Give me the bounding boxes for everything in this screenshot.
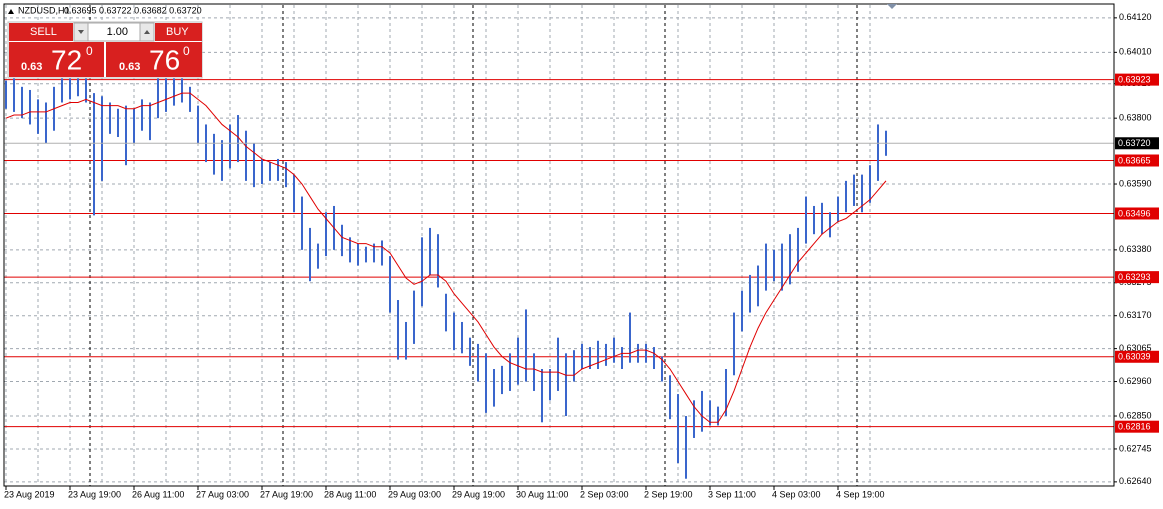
buy-button[interactable] <box>155 23 202 41</box>
x-tick-label: 2 Sep 19:00 <box>644 489 693 499</box>
x-tick-label: 27 Aug 19:00 <box>260 489 313 499</box>
level-label-bg <box>1115 350 1159 363</box>
buy-price-box[interactable] <box>106 42 202 77</box>
current-price-label: 0.63720 <box>1118 138 1151 148</box>
x-tick-label: 23 Aug 19:00 <box>68 489 121 499</box>
grid <box>4 5 1114 485</box>
level-label-bg <box>1115 73 1159 86</box>
buy-sup: 0 <box>183 44 190 58</box>
sell-label[interactable]: SELL <box>30 26 57 38</box>
x-tick-label: 27 Aug 03:00 <box>196 489 249 499</box>
buy-label[interactable]: BUY <box>166 26 189 38</box>
level-label: 0.63039 <box>1118 352 1151 362</box>
sell-sup: 0 <box>86 44 93 58</box>
axis: 0.641200.640100.639100.638000.635900.633… <box>4 12 1159 499</box>
y-tick-label: 0.62850 <box>1119 410 1152 420</box>
plot <box>4 68 1114 479</box>
level-label-bg <box>1115 271 1159 284</box>
level-label-bg <box>1115 154 1159 167</box>
level-label: 0.63293 <box>1118 272 1151 282</box>
moving-average <box>5 92 887 423</box>
x-tick-label: 28 Aug 11:00 <box>324 489 376 499</box>
trade-panel: SELL 1.00 BUY 0.63 72 0 0.63 76 0 <box>7 21 203 79</box>
sell-prefix: 0.63 <box>21 61 42 73</box>
x-tick-label: 30 Aug 11:00 <box>516 489 568 499</box>
level-label-bg <box>1115 207 1159 220</box>
x-tick-label: 23 Aug 2019 <box>4 489 55 499</box>
y-tick-label: 0.63380 <box>1119 244 1152 254</box>
x-tick-label: 3 Sep 11:00 <box>708 489 756 499</box>
buy-prefix: 0.63 <box>119 61 140 73</box>
lot-value[interactable]: 1.00 <box>107 26 128 38</box>
current-price-bg <box>1115 137 1159 150</box>
y-tick-label: 0.64120 <box>1119 12 1152 22</box>
sell-price-box[interactable] <box>9 42 104 77</box>
header-prices: 0.63695 0.63722 0.63682 0.63720 <box>64 5 202 15</box>
level-label-bg <box>1115 420 1159 433</box>
y-tick-label: 0.63170 <box>1119 310 1152 320</box>
y-tick-label: 0.63065 <box>1119 343 1152 353</box>
buy-big: 76 <box>149 44 180 75</box>
sell-button[interactable] <box>9 23 73 41</box>
y-tick-label: 0.62640 <box>1119 476 1152 486</box>
sell-big: 72 <box>51 44 82 75</box>
shift-marker <box>887 4 897 9</box>
y-tick-label: 0.64010 <box>1119 47 1152 57</box>
x-tick-label: 2 Sep 03:00 <box>580 489 629 499</box>
level-label: 0.63665 <box>1118 155 1151 165</box>
period-separators <box>89 5 858 486</box>
symbol: NZDUSD,H1 <box>18 5 70 15</box>
arrow-down <box>78 30 84 34</box>
plot-border <box>3 3 1115 487</box>
x-tick-label: 29 Aug 19:00 <box>452 489 505 499</box>
level-label: 0.62816 <box>1118 422 1151 432</box>
x-tick-label: 26 Aug 11:00 <box>132 489 184 499</box>
y-tick-label: 0.63800 <box>1119 113 1152 123</box>
collapse-icon <box>8 9 14 14</box>
y-tick-label: 0.62960 <box>1119 376 1152 386</box>
x-tick-label: 4 Sep 03:00 <box>772 489 821 499</box>
y-tick-label: 0.63590 <box>1119 178 1152 188</box>
y-tick-label: 0.62745 <box>1119 443 1152 453</box>
level-label: 0.63496 <box>1118 208 1151 218</box>
arrow-up <box>144 30 150 34</box>
level-label: 0.63923 <box>1118 74 1151 84</box>
x-tick-label: 4 Sep 19:00 <box>836 489 885 499</box>
x-tick-label: 29 Aug 03:00 <box>388 489 441 499</box>
